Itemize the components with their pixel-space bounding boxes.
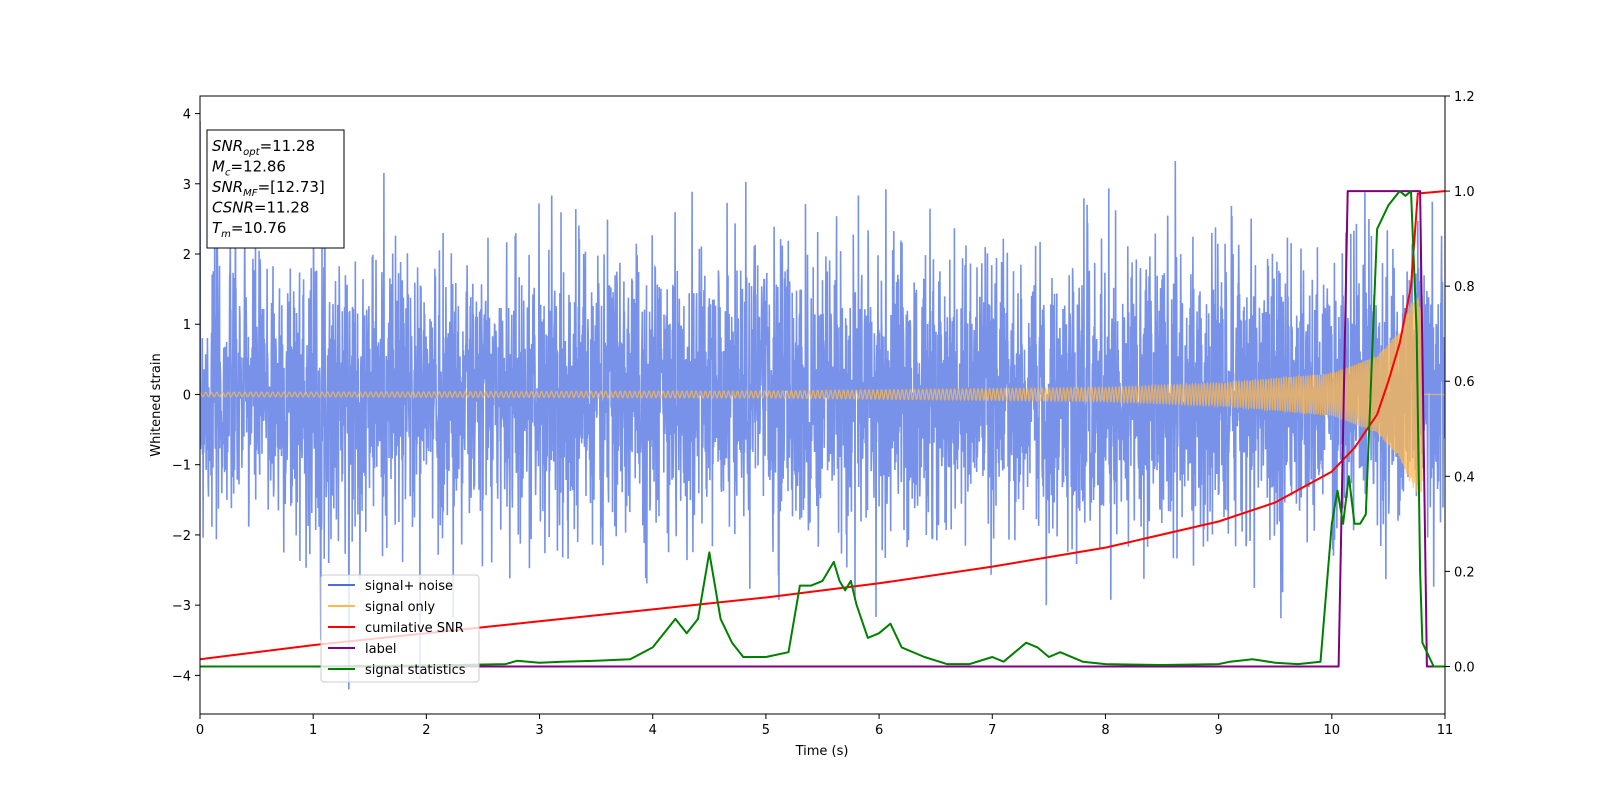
y-axis-left: −4 −3 −2 −1 0 1 2 3 4 (172, 108, 200, 684)
y-tick-label: −2 (172, 529, 191, 544)
legend-label: signal statistics (365, 663, 466, 678)
legend-entry: cumilative SNR (328, 621, 464, 636)
y-tick-label: 2 (183, 248, 191, 263)
y-axis-right: 0.0 0.2 0.4 0.6 0.8 1.0 1.2 (1445, 90, 1475, 675)
info-box-frame (206, 129, 345, 249)
y2-tick-label: 1.2 (1454, 90, 1475, 105)
x-tick-label: 5 (762, 723, 770, 738)
x-tick-label: 2 (422, 723, 430, 738)
x-tick-label: 10 (1324, 723, 1341, 738)
y-tick-label: 4 (183, 108, 191, 123)
x-tick-label: 11 (1437, 723, 1454, 738)
info-box: SNRopt=11.28Mc=12.86SNRMF=[12.73]CSNR=11… (206, 129, 345, 249)
y-tick-label: 3 (183, 178, 191, 193)
x-tick-label: 7 (988, 723, 996, 738)
series-label (200, 190, 1445, 668)
plot-frame (199, 95, 1446, 715)
info-box-line: Tm=10.76 (212, 219, 286, 240)
y2-tick-label: 0.6 (1454, 375, 1475, 390)
legend-label: label (365, 642, 396, 657)
legend-entry: label (328, 642, 396, 657)
series-cumilative-snr (200, 190, 1445, 661)
x-tick-label: 9 (1214, 723, 1222, 738)
y-tick-label: 1 (183, 318, 191, 333)
y-tick-label: −4 (172, 669, 191, 684)
series-signal-noise (200, 121, 1445, 690)
series-signal-only (200, 295, 1445, 493)
legend-entry: signal+ noise (328, 579, 453, 594)
info-box-line: SNRMF=[12.73] (212, 178, 325, 199)
y2-tick-label: 0.8 (1454, 280, 1475, 295)
y-tick-label: 0 (183, 388, 191, 403)
x-tick-label: 8 (1101, 723, 1109, 738)
x-tick-label: 6 (875, 723, 883, 738)
x-tick-label: 3 (535, 723, 543, 738)
y-tick-label: −3 (172, 599, 191, 614)
info-box-line: Mc=12.86 (212, 158, 286, 179)
legend-label: signal only (365, 600, 435, 615)
y2-tick-label: 0.2 (1454, 565, 1475, 580)
y-tick-label: −1 (172, 459, 191, 474)
legend: signal+ noise signal only cumilative SNR la… (320, 574, 480, 683)
legend-frame (320, 574, 480, 683)
x-axis: 0 1 2 3 4 5 6 7 8 9 10 11 (196, 714, 1453, 738)
y2-tick-label: 0.0 (1454, 660, 1475, 675)
legend-entry: signal statistics (328, 663, 466, 678)
y2-tick-label: 0.4 (1454, 470, 1475, 485)
series-signal-statistics (200, 190, 1445, 668)
series-layer (200, 121, 1445, 690)
legend-entry: signal only (328, 600, 435, 615)
x-tick-label: 4 (649, 723, 657, 738)
legend-label: cumilative SNR (365, 621, 464, 636)
x-tick-label: 0 (196, 723, 204, 738)
x-axis-label: Time (s) (795, 744, 849, 759)
info-box-line: SNRopt=11.28 (212, 137, 315, 158)
y2-tick-label: 1.0 (1454, 185, 1475, 200)
x-tick-label: 1 (309, 723, 317, 738)
legend-label: signal+ noise (365, 579, 453, 594)
y-axis-label: Whitened strain (149, 353, 164, 456)
info-box-line: CSNR=11.28 (212, 199, 309, 217)
